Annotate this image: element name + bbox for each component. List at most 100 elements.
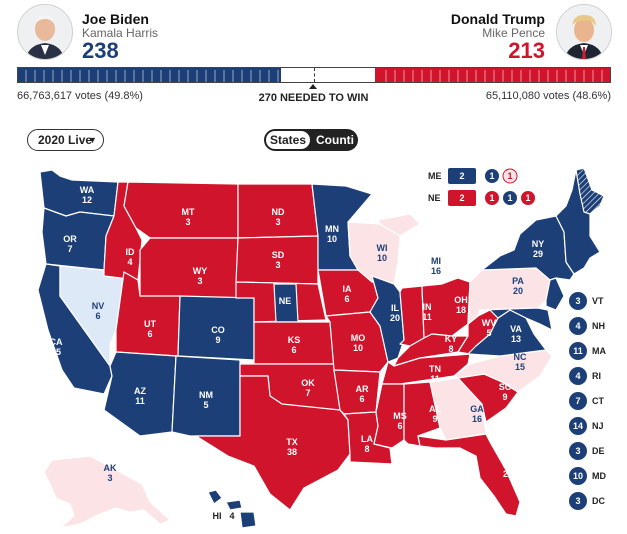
label-co: CO 9: [211, 325, 225, 345]
state-or[interactable]: [41, 207, 115, 271]
ne-district-value: 1: [525, 193, 530, 203]
small-state-ev-nh[interactable]: 4: [569, 317, 587, 335]
toggle-counties[interactable]: Counti: [316, 133, 354, 147]
label-ok: OK 7: [301, 378, 315, 398]
majority-marker: [314, 68, 315, 82]
ne-district-dot: [503, 191, 517, 205]
trump-electoral-votes: 213: [508, 38, 545, 63]
label-or: OR 7: [63, 234, 77, 254]
state-ak[interactable]: [43, 455, 171, 529]
state-me[interactable]: [575, 167, 605, 215]
small-state-ev-de[interactable]: 3: [569, 442, 587, 460]
label-nv: NV 6: [92, 301, 105, 321]
label-ga: GA 16: [470, 404, 484, 424]
biden-name: Joe Biden: [82, 11, 149, 27]
me-district-value: 1: [489, 171, 494, 181]
label-ut: UT 6: [144, 319, 156, 339]
label-ia: IA 6: [343, 284, 353, 304]
label-va: VA 13: [510, 324, 522, 344]
small-state-ev-md[interactable]: 10: [569, 467, 587, 485]
small-state-ev-ri[interactable]: 4: [569, 367, 587, 385]
rep-bar-fill: [374, 68, 610, 82]
small-state-label-de: DE: [592, 446, 605, 456]
ne-statewide-value: 2: [459, 193, 464, 203]
label-wv: WV 5: [482, 318, 497, 338]
ne-district-value: 1: [507, 193, 512, 203]
me-split-label: ME: [428, 171, 442, 181]
me-district-dot: [502, 168, 518, 184]
label-wa: WA 12: [80, 185, 95, 205]
label-fl: FL 29: [503, 459, 514, 479]
me-district-dot: [485, 169, 499, 183]
small-state-label-ct: CT: [592, 396, 604, 406]
label-mo: MO 10: [351, 333, 366, 353]
small-state-label-nh: NH: [592, 321, 605, 331]
small-state-label-ma: MA: [592, 346, 606, 356]
label-mn: MN 10: [325, 224, 339, 244]
me-statewide-value: 2: [459, 171, 464, 181]
states-counties-toggle[interactable]: States Counti: [264, 129, 358, 151]
state-fl[interactable]: [417, 433, 521, 517]
state-wy[interactable]: [139, 237, 239, 299]
label-hi: HI: [213, 511, 222, 521]
label-sd: SD 3: [272, 250, 285, 270]
needed-to-win: 270 NEEDED TO WIN: [258, 92, 369, 104]
state-nc[interactable]: [453, 349, 553, 393]
state-mi[interactable]: [377, 213, 421, 237]
label-ak: AK 3: [104, 463, 117, 483]
state-de-md[interactable]: [479, 307, 553, 331]
chevron-down-icon: ▼: [88, 135, 97, 145]
label-id: ID 4: [126, 247, 136, 267]
label-wy: WY 3: [193, 266, 208, 286]
label-az: AZ 11: [134, 386, 146, 406]
live-dropdown-button[interactable]: 2020 Live ▼: [27, 129, 104, 151]
biden-popular-vote: 66,763,617 votes (49.8%): [17, 90, 143, 102]
label-la: LA 8: [361, 434, 373, 454]
state-nj[interactable]: [545, 277, 565, 311]
small-state-label-ri: RI: [592, 371, 601, 381]
small-state-label-nj: NJ: [592, 421, 604, 431]
bar-state-dividers: [25, 70, 603, 82]
electoral-progress-bar: [17, 67, 611, 83]
label-ky: KY 8: [445, 334, 458, 354]
label-nm: NM 5: [199, 390, 213, 410]
small-state-ev-vt[interactable]: 3: [569, 292, 587, 310]
toggle-states[interactable]: States: [266, 131, 310, 149]
label-nd: ND 3: [272, 207, 285, 227]
state-hi-3[interactable]: [239, 511, 257, 529]
state-in[interactable]: [399, 285, 425, 347]
biden-portrait-icon: [18, 5, 72, 59]
small-state-ev-dc[interactable]: 3: [569, 492, 587, 510]
small-state-ev-ct[interactable]: 7: [569, 392, 587, 410]
label-in: IN 11: [422, 302, 432, 322]
label-ne: NE: [279, 296, 292, 306]
majority-marker-arrow: [309, 84, 317, 89]
label-pa: PA 20: [512, 276, 524, 296]
ne-district-dot: [521, 191, 535, 205]
label-al: AL 9: [429, 404, 441, 424]
state-hi-1[interactable]: [207, 489, 223, 505]
trump-popular-vote: 65,110,080 votes (48.6%): [485, 90, 611, 102]
label-ms: MS 6: [393, 411, 407, 431]
label-ar: AR 6: [356, 384, 369, 404]
live-dropdown-label: 2020 Live: [38, 133, 93, 147]
label-hi-ev: 4: [229, 511, 234, 521]
label-wi: WI 10: [377, 243, 388, 263]
small-state-label-vt: VT: [592, 296, 604, 306]
me-district-value: 1: [507, 171, 512, 181]
state-tx[interactable]: [195, 375, 351, 511]
state-il[interactable]: [369, 275, 405, 363]
label-sc: SC 9: [499, 382, 512, 402]
label-ca: CA 55: [50, 337, 63, 357]
small-state-ev-nj[interactable]: 14: [569, 417, 587, 435]
label-mt: MT 3: [182, 207, 195, 227]
ne-district-dot: [485, 191, 499, 205]
small-state-ev-ma[interactable]: 11: [569, 342, 587, 360]
trump-portrait-icon: [557, 5, 611, 59]
trump-avatar: [556, 4, 612, 60]
label-ks: KS 6: [288, 335, 301, 355]
state-hi-2[interactable]: [225, 499, 243, 511]
biden-running-mate: Kamala Harris: [82, 26, 159, 40]
label-oh: OH 18: [454, 295, 468, 315]
